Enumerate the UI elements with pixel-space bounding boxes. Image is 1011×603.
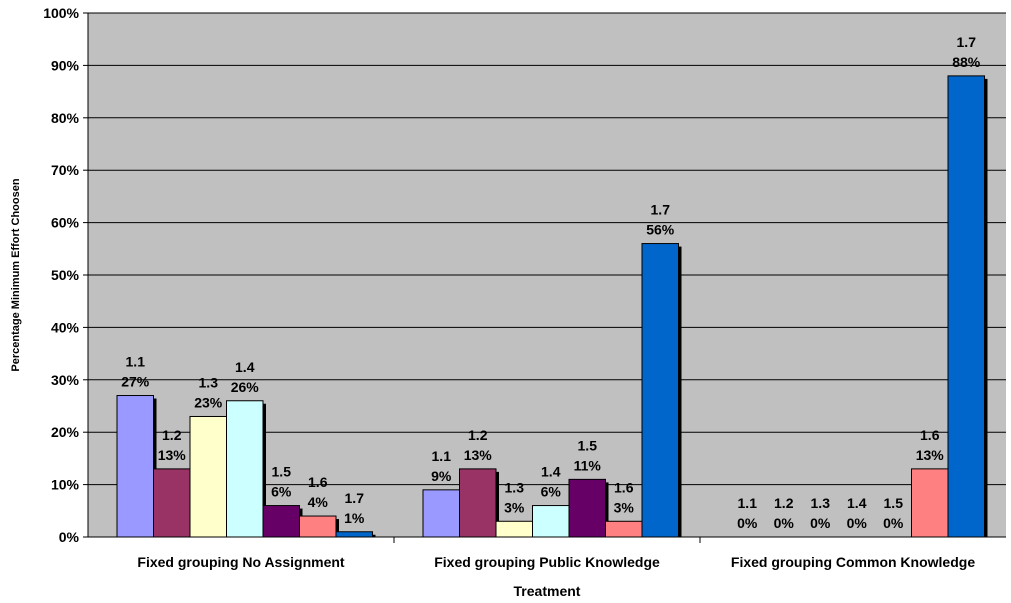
bar-value-label: 13% (916, 447, 945, 463)
y-tick-label: 90% (51, 57, 80, 73)
bar-value-label: 0% (847, 515, 868, 531)
bar-series-label: 1.4 (541, 464, 561, 480)
bar-value-label: 3% (504, 499, 525, 515)
bar (422, 489, 460, 538)
bar-series-label: 1.7 (957, 34, 977, 50)
bar (605, 520, 643, 538)
bar-series-label: 1.2 (468, 427, 488, 443)
bar-series-label: 1.6 (308, 474, 328, 490)
bar (568, 478, 606, 538)
bar-value-label: 6% (541, 484, 562, 500)
x-tick-labels: Fixed grouping No Assignment Fixed groupi… (137, 537, 975, 570)
bar (189, 415, 227, 538)
gridlines (83, 12, 1006, 538)
y-tick-label: 70% (51, 162, 80, 178)
bar-value-label: 11% (574, 457, 602, 473)
bar (335, 531, 373, 538)
bar-series-label: 1.6 (920, 427, 940, 443)
bar (226, 400, 264, 538)
bars (116, 75, 988, 538)
bar-series-label: 1.3 (811, 495, 831, 511)
bar-series-label: 1.4 (847, 495, 867, 511)
bar-series-label: 1.5 (272, 464, 292, 480)
bar-series-label: 1.1 (126, 354, 146, 370)
bar-series-label: 1.5 (578, 437, 598, 453)
y-axis-title: Percentage Minimum Effort Choosen (10, 178, 22, 371)
y-tick-label: 20% (51, 424, 80, 440)
bar (911, 468, 949, 538)
bar-value-label: 0% (737, 515, 758, 531)
bar-value-label: 88% (952, 54, 981, 70)
bar-value-label: 9% (431, 468, 452, 484)
bar-value-label: 0% (774, 515, 795, 531)
bar-series-label: 1.7 (345, 490, 365, 506)
x-tick-label: Fixed grouping Common Knowledge (731, 554, 975, 570)
bar-value-label: 13% (464, 447, 493, 463)
bar-series-label: 1.3 (199, 374, 219, 390)
y-tick-label: 50% (51, 267, 80, 283)
y-tick-label: 60% (51, 215, 80, 231)
bar-series-label: 1.3 (505, 479, 525, 495)
bar-value-label: 0% (810, 515, 831, 531)
bar-series-label: 1.4 (235, 359, 255, 375)
y-tick-label: 0% (59, 529, 80, 545)
bar-value-label: 0% (883, 515, 904, 531)
bar (299, 515, 337, 538)
bar-value-label: 26% (231, 379, 260, 395)
bar (641, 243, 679, 538)
bar (459, 468, 497, 538)
y-tick-labels: 0% 10% 20% 30% 40% 50% 60% 70% 80% 90% 100% (43, 5, 79, 545)
x-tick-label: Fixed grouping No Assignment (137, 554, 344, 570)
y-tick-label: 100% (43, 5, 79, 21)
bar-value-label: 56% (646, 222, 675, 238)
y-tick-label: 30% (51, 372, 80, 388)
bar-series-label: 1.7 (651, 202, 671, 218)
bar-value-label: 4% (308, 494, 329, 510)
bar (947, 75, 985, 538)
bar-series-label: 1.1 (432, 448, 452, 464)
bar-value-label: 6% (271, 484, 292, 500)
x-axis-title: Treatment (514, 583, 581, 599)
bar (262, 505, 300, 538)
bar (495, 520, 533, 538)
bar-series-label: 1.2 (774, 495, 794, 511)
data-labels: 1.1 27% 1.2 13% 1.3 23% 1.4 26% 1.5 6% 1.6 4% 1.7 1% 1… (121, 34, 981, 531)
bar-series-label: 1.1 (738, 495, 758, 511)
bar-series-label: 1.5 (884, 495, 904, 511)
y-tick-label: 40% (51, 319, 80, 335)
y-tick-label: 80% (51, 110, 80, 126)
bar-value-label: 1% (344, 510, 365, 526)
bar (116, 395, 154, 538)
bar-series-label: 1.6 (614, 479, 634, 495)
bar-value-label: 27% (121, 374, 150, 390)
bar-value-label: 3% (614, 499, 635, 515)
bar (532, 505, 570, 538)
bar-value-label: 23% (194, 394, 223, 410)
bar-value-label: 13% (158, 447, 187, 463)
y-tick-label: 10% (51, 477, 80, 493)
x-tick-label: Fixed grouping Public Knowledge (434, 554, 660, 570)
bar-series-label: 1.2 (162, 427, 182, 443)
bar (153, 468, 191, 538)
